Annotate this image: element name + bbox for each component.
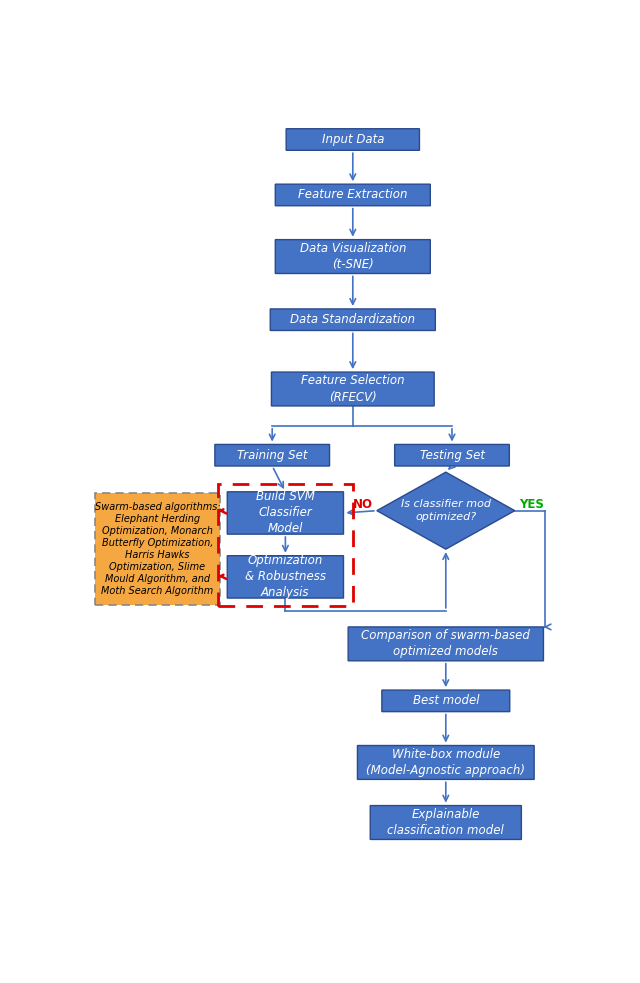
Text: Testing Set: Testing Set	[419, 448, 484, 462]
Text: NO: NO	[353, 498, 373, 511]
FancyBboxPatch shape	[215, 444, 330, 466]
FancyBboxPatch shape	[358, 745, 534, 780]
FancyBboxPatch shape	[286, 129, 419, 150]
FancyBboxPatch shape	[271, 372, 434, 406]
Text: Comparison of swarm-based
optimized models: Comparison of swarm-based optimized mode…	[362, 629, 530, 659]
FancyBboxPatch shape	[395, 444, 509, 466]
Text: Feature Selection
(RFECV): Feature Selection (RFECV)	[301, 375, 404, 403]
Bar	[95, 493, 220, 605]
Text: Input Data: Input Data	[321, 133, 384, 146]
FancyBboxPatch shape	[275, 184, 430, 205]
Text: Data Visualization
(t-SNE): Data Visualization (t-SNE)	[300, 242, 406, 271]
Text: Optimization
& Robustness
Analysis: Optimization & Robustness Analysis	[245, 554, 326, 600]
FancyBboxPatch shape	[227, 492, 344, 534]
FancyBboxPatch shape	[227, 555, 344, 598]
Text: Build SVM
Classifier
Model: Build SVM Classifier Model	[256, 491, 315, 536]
Text: Training Set: Training Set	[237, 448, 307, 462]
Polygon shape	[377, 472, 515, 549]
Text: Best model: Best model	[413, 694, 479, 708]
Text: Swarm-based algorithms:
Elephant Herding
Optimization, Monarch
Butterfly Optimiz: Swarm-based algorithms: Elephant Herding…	[95, 502, 220, 596]
FancyBboxPatch shape	[270, 309, 435, 330]
Text: Explainable
classification model: Explainable classification model	[387, 808, 504, 837]
Text: Feature Extraction: Feature Extraction	[298, 189, 408, 202]
Text: Data Standardization: Data Standardization	[290, 314, 415, 326]
FancyBboxPatch shape	[382, 690, 509, 712]
FancyBboxPatch shape	[275, 240, 430, 273]
Text: Is classifier mod
optimized?: Is classifier mod optimized?	[401, 499, 491, 522]
FancyBboxPatch shape	[348, 627, 543, 661]
FancyBboxPatch shape	[370, 806, 522, 839]
Text: White-box module
(Model-Agnostic approach): White-box module (Model-Agnostic approac…	[366, 748, 525, 777]
Text: YES: YES	[518, 498, 543, 511]
Bar	[218, 484, 353, 606]
